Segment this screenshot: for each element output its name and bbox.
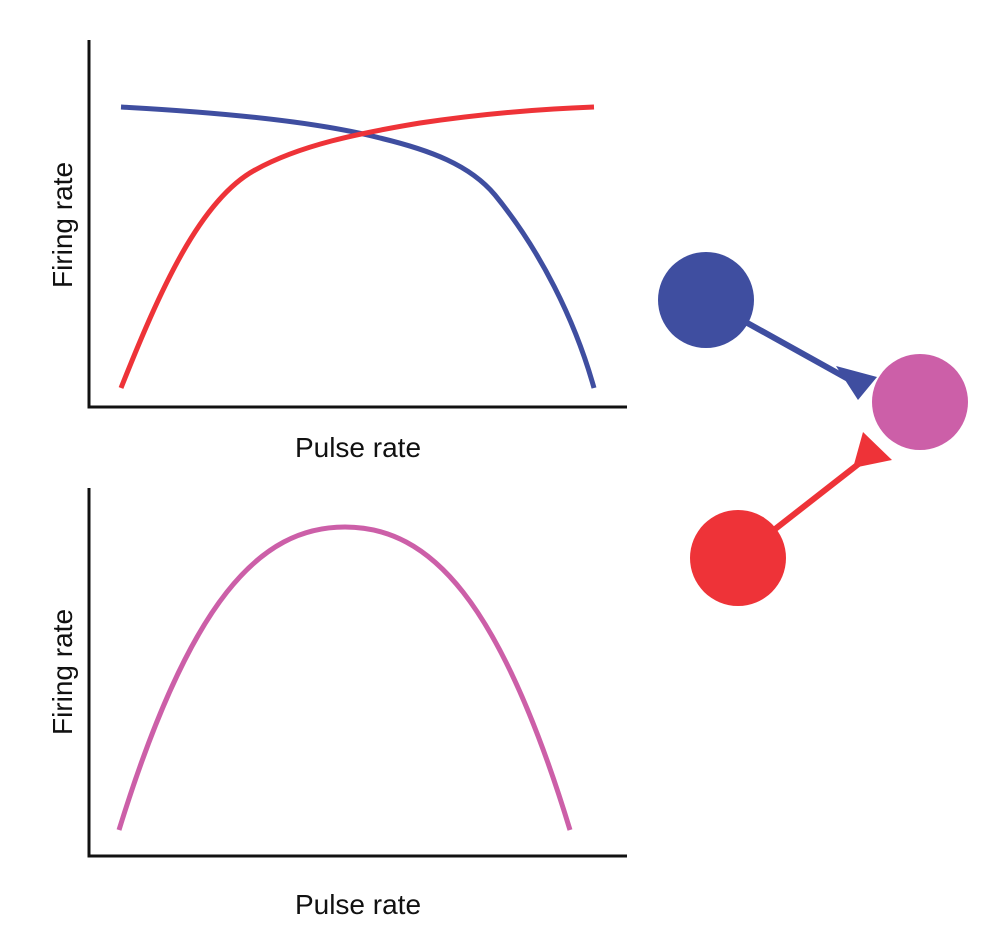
blue-neuron: [658, 252, 754, 348]
blue-synapse-arrowhead: [836, 366, 877, 400]
pink-curve: [116, 524, 573, 831]
bottom-ylabel: Firing rate: [47, 609, 78, 735]
blue-curve: [120, 104, 597, 389]
bottom-axes: [87, 488, 627, 858]
top-xlabel: Pulse rate: [295, 432, 421, 463]
red-curve: [118, 104, 595, 389]
top-y-axis: [87, 40, 627, 409]
pink-neuron: [872, 354, 968, 450]
circuit-diagram: [658, 252, 968, 606]
red-neuron: [690, 510, 786, 606]
top-ylabel: Firing rate: [47, 162, 78, 288]
red-synapse-arrowhead: [853, 432, 892, 468]
bottom-plot: Pulse rate Firing rate: [47, 488, 627, 920]
top-plot: Pulse rate Firing rate: [47, 40, 627, 463]
bottom-xlabel: Pulse rate: [295, 889, 421, 920]
